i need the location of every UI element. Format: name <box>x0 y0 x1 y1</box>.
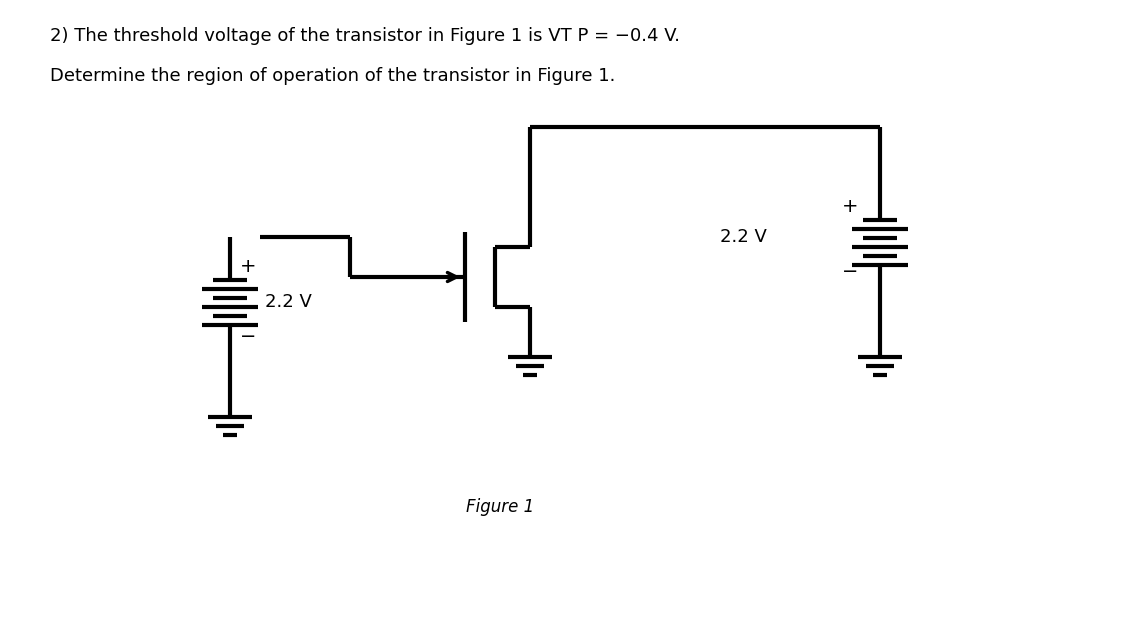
Text: Figure 1: Figure 1 <box>466 498 534 516</box>
Text: Determine the region of operation of the transistor in Figure 1.: Determine the region of operation of the… <box>50 67 615 85</box>
Text: 2) The threshold voltage of the transistor in Figure 1 is VT P = −0.4 V.: 2) The threshold voltage of the transist… <box>50 27 679 45</box>
Text: +: + <box>842 198 858 216</box>
Text: −: − <box>240 327 256 347</box>
Text: +: + <box>240 258 256 277</box>
Text: −: − <box>842 263 858 282</box>
Text: 2.2 V: 2.2 V <box>720 228 767 246</box>
Text: 2.2 V: 2.2 V <box>266 293 312 311</box>
